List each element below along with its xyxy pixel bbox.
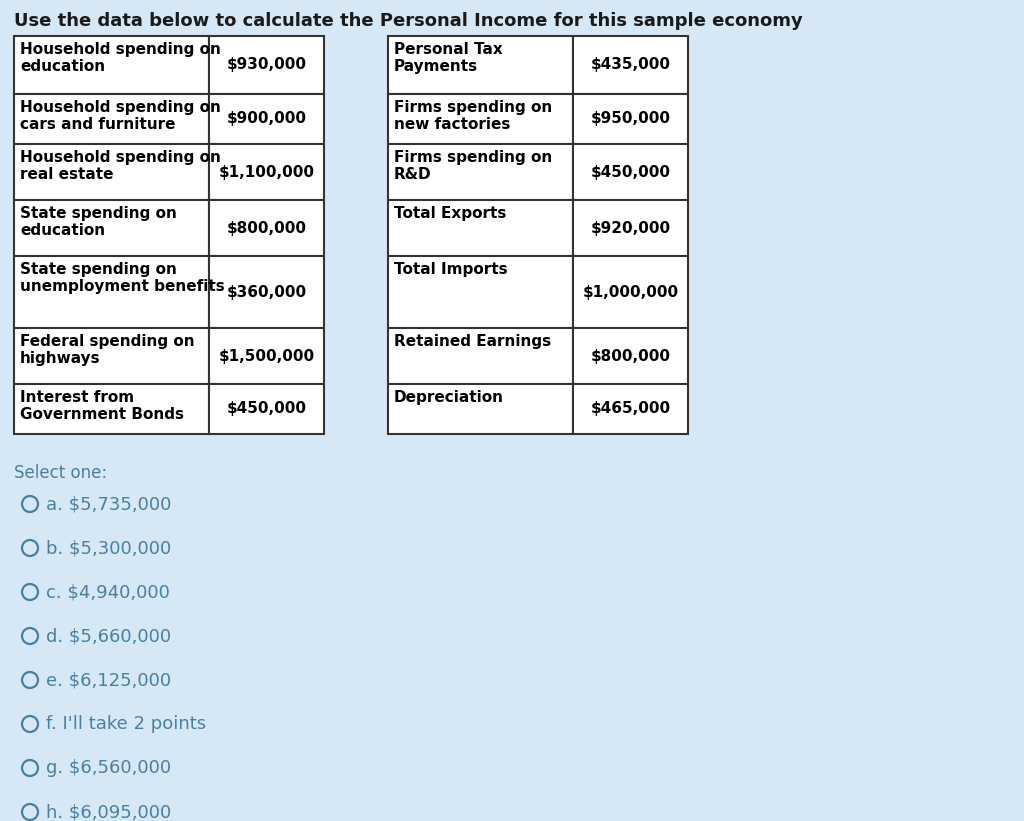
Text: $800,000: $800,000 xyxy=(226,221,306,236)
Bar xyxy=(14,144,209,200)
Bar xyxy=(573,328,688,384)
Bar xyxy=(14,36,209,94)
Bar xyxy=(14,256,209,328)
Text: e. $6,125,000: e. $6,125,000 xyxy=(46,671,171,689)
Text: h. $6,095,000: h. $6,095,000 xyxy=(46,803,171,821)
Bar xyxy=(388,94,573,144)
Bar xyxy=(14,200,209,256)
Bar xyxy=(573,144,688,200)
Bar xyxy=(573,200,688,256)
Bar xyxy=(573,384,688,434)
Bar xyxy=(388,36,573,94)
Bar xyxy=(573,256,688,328)
Text: State spending on
unemployment benefits: State spending on unemployment benefits xyxy=(20,262,224,295)
Text: State spending on
education: State spending on education xyxy=(20,206,177,238)
Text: $950,000: $950,000 xyxy=(591,112,671,126)
Bar xyxy=(388,328,573,384)
Text: $920,000: $920,000 xyxy=(591,221,671,236)
Text: d. $5,660,000: d. $5,660,000 xyxy=(46,627,171,645)
Text: Personal Tax
Payments: Personal Tax Payments xyxy=(394,42,503,75)
Text: $450,000: $450,000 xyxy=(226,401,306,416)
Text: Total Exports: Total Exports xyxy=(394,206,507,221)
Text: Select one:: Select one: xyxy=(14,464,108,482)
Text: $1,000,000: $1,000,000 xyxy=(583,285,679,300)
Text: Firms spending on
R&D: Firms spending on R&D xyxy=(394,150,552,182)
Bar xyxy=(209,144,324,200)
Text: $900,000: $900,000 xyxy=(226,112,306,126)
Text: f. I'll take 2 points: f. I'll take 2 points xyxy=(46,715,206,733)
Text: Household spending on
real estate: Household spending on real estate xyxy=(20,150,221,182)
Text: Retained Earnings: Retained Earnings xyxy=(394,334,551,349)
Text: Depreciation: Depreciation xyxy=(394,390,504,405)
Text: Household spending on
cars and furniture: Household spending on cars and furniture xyxy=(20,100,221,132)
Text: Firms spending on
new factories: Firms spending on new factories xyxy=(394,100,552,132)
Bar xyxy=(209,94,324,144)
Text: $465,000: $465,000 xyxy=(591,401,671,416)
Text: $435,000: $435,000 xyxy=(591,57,671,72)
Text: Household spending on
education: Household spending on education xyxy=(20,42,221,75)
Bar xyxy=(14,94,209,144)
Bar xyxy=(573,36,688,94)
Text: $450,000: $450,000 xyxy=(591,164,671,180)
Bar xyxy=(14,384,209,434)
Text: g. $6,560,000: g. $6,560,000 xyxy=(46,759,171,777)
Bar xyxy=(388,200,573,256)
Bar xyxy=(388,384,573,434)
Text: Interest from
Government Bonds: Interest from Government Bonds xyxy=(20,390,184,422)
Bar xyxy=(573,94,688,144)
Text: $1,100,000: $1,100,000 xyxy=(218,164,314,180)
Bar xyxy=(209,256,324,328)
Bar xyxy=(209,36,324,94)
Bar xyxy=(209,384,324,434)
Text: $800,000: $800,000 xyxy=(591,348,671,364)
Text: $360,000: $360,000 xyxy=(226,285,306,300)
Text: a. $5,735,000: a. $5,735,000 xyxy=(46,495,171,513)
Text: $930,000: $930,000 xyxy=(226,57,306,72)
Text: $1,500,000: $1,500,000 xyxy=(218,348,314,364)
Bar xyxy=(388,256,573,328)
Bar xyxy=(209,200,324,256)
Bar xyxy=(388,144,573,200)
Text: c. $4,940,000: c. $4,940,000 xyxy=(46,583,170,601)
Text: Use the data below to calculate the Personal Income for this sample economy: Use the data below to calculate the Pers… xyxy=(14,12,803,30)
Text: b. $5,300,000: b. $5,300,000 xyxy=(46,539,171,557)
Text: Federal spending on
highways: Federal spending on highways xyxy=(20,334,195,366)
Text: Total Imports: Total Imports xyxy=(394,262,508,277)
Bar xyxy=(14,328,209,384)
Bar xyxy=(209,328,324,384)
